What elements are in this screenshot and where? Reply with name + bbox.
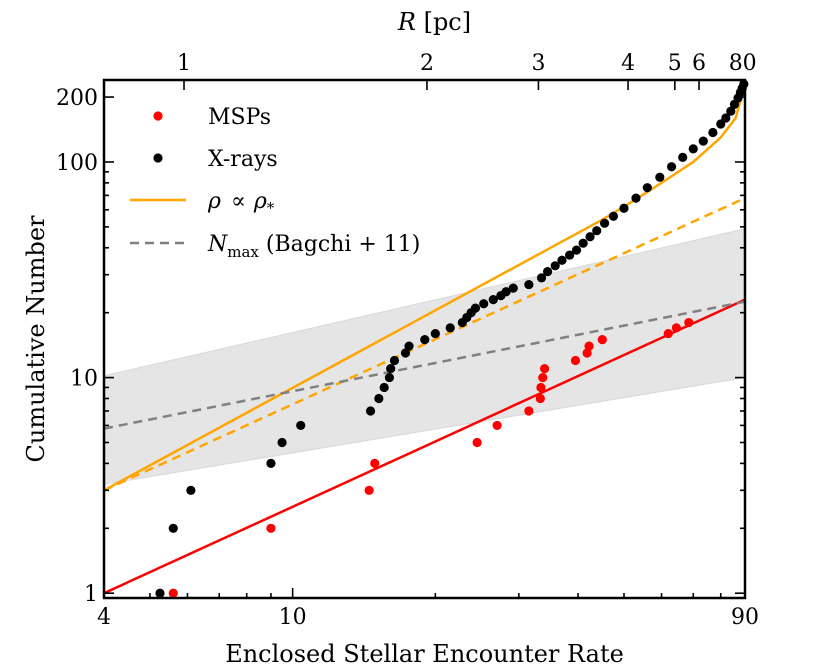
x-axis-label: Enclosed Stellar Encounter Rate [225, 640, 624, 668]
legend-label-rho: ρ ∝ ρ* [207, 189, 275, 217]
msps-point-17 [684, 317, 694, 328]
x-rays-point-25 [508, 283, 518, 293]
x-rays-point-48 [721, 113, 731, 123]
x-tick-label-4: 4 [97, 605, 111, 630]
x-rays-point-45 [698, 136, 708, 146]
x-rays-point-2 [186, 485, 196, 495]
x-rays-point-6 [365, 406, 376, 416]
x-rays-point-31 [565, 250, 575, 260]
msps-point-8 [536, 382, 546, 393]
msps-point-2 [364, 485, 374, 495]
x-rays-point-37 [608, 211, 619, 221]
top-tick-label-1: 1 [177, 51, 191, 76]
x-rays-point-49 [726, 106, 736, 116]
x-tick-label-10: 10 [279, 605, 307, 630]
x-rays-point-11 [389, 355, 400, 366]
tick-layer: 4 10 90 1 10 100 200 1 2 3 4 5 6 80 [56, 51, 759, 630]
x-rays-point-28 [542, 267, 553, 277]
top-tick-label-5: 5 [668, 51, 682, 76]
rho-solid-line [103, 87, 746, 492]
x-rays-point-13 [404, 341, 414, 351]
msps-point-3 [370, 458, 380, 468]
x-rays-point-15 [430, 328, 440, 339]
x-rays-point-8 [379, 382, 389, 393]
top-axis-label-symbol: R [397, 8, 416, 36]
msps-point-11 [570, 355, 581, 366]
top-tick-label-6: 6 [692, 51, 706, 76]
x-rays-point-22 [488, 294, 498, 305]
x-tick-label-90: 90 [731, 605, 759, 630]
x-rays-point-4 [277, 437, 287, 448]
x-rays-point-1 [168, 523, 178, 533]
plot-frame [102, 78, 747, 600]
x-rays-point-47 [716, 119, 726, 129]
x-rays-point-20 [470, 303, 481, 313]
x-rays-point-42 [666, 162, 677, 172]
msps-point-1 [266, 523, 276, 533]
msps-point-9 [538, 372, 548, 383]
x-rays-point-0 [155, 588, 165, 598]
x-rays-point-16 [445, 323, 455, 333]
x-rays-point-29 [550, 261, 560, 271]
top-axis-label-unit: [pc] [416, 8, 471, 36]
x-rays-point-14 [420, 335, 430, 345]
x-rays-point-43 [678, 152, 688, 163]
top-tick-label-3: 3 [531, 51, 545, 76]
msps-point-0 [168, 588, 178, 598]
x-rays-point-3 [266, 458, 276, 468]
msps-point-4 [472, 437, 482, 448]
top-tick-label-4: 4 [621, 51, 635, 76]
msps-point-6 [524, 406, 534, 416]
x-rays-point-27 [536, 273, 547, 283]
x-rays-point-5 [296, 420, 306, 431]
x-rays-point-39 [631, 193, 641, 203]
y-tick-label-1: 1 [84, 582, 98, 607]
msps-point-14 [597, 335, 607, 345]
x-rays-point-36 [599, 218, 610, 228]
y-tick-label-200: 200 [56, 86, 98, 111]
y-axis-label: Cumulative Number [22, 215, 50, 463]
x-rays-point-38 [619, 203, 629, 213]
legend-marker-xrays [153, 153, 163, 163]
msps-point-16 [671, 323, 682, 333]
top-axis-label: R [pc] [397, 8, 471, 36]
legend-label-xrays: X-rays [208, 147, 278, 172]
msps-point-5 [492, 420, 502, 431]
x-rays-point-30 [557, 255, 567, 265]
x-rays-point-33 [578, 238, 588, 248]
legend-marker-msps [153, 111, 163, 121]
legend-label-nmax: Nmax (Bagchi + 11) [207, 232, 420, 261]
x-rays-point-24 [501, 287, 511, 297]
x-rays-point-7 [374, 393, 384, 404]
x-rays-point-32 [571, 245, 582, 255]
x-rays-point-34 [585, 232, 595, 242]
msps-point-7 [535, 393, 545, 404]
point-layer [155, 79, 749, 598]
x-rays-point-21 [479, 299, 489, 309]
x-rays-point-44 [688, 144, 698, 154]
msps-point-13 [584, 341, 594, 351]
x-rays-point-9 [384, 372, 395, 383]
legend: MSPs X-rays ρ ∝ ρ* Nmax (Bagchi + 11) [130, 105, 420, 261]
y-tick-label-100: 100 [56, 151, 98, 176]
msps-point-12 [582, 348, 592, 358]
msp-fit-line [103, 298, 746, 595]
top-tick-label-80: 80 [729, 51, 757, 76]
msps-point-15 [663, 328, 673, 339]
x-rays-point-35 [592, 226, 602, 236]
legend-label-msps: MSPs [208, 105, 271, 130]
x-rays-point-41 [655, 172, 665, 182]
nmax-line [103, 300, 746, 430]
y-tick-label-10: 10 [70, 367, 98, 392]
x-rays-point-26 [524, 279, 534, 290]
msps-point-10 [539, 364, 550, 374]
top-tick-label-2: 2 [420, 51, 434, 76]
x-rays-point-46 [708, 127, 718, 138]
x-rays-point-10 [386, 364, 396, 374]
x-rays-point-40 [642, 183, 652, 193]
x-rays-point-12 [400, 348, 411, 358]
